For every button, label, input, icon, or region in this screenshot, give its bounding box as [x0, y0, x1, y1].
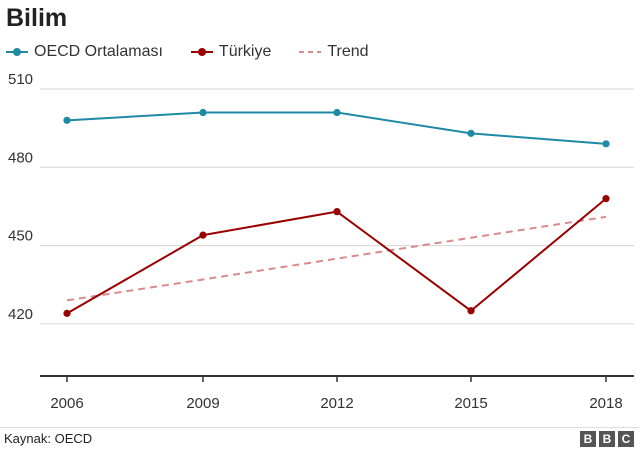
legend-item-turkiye: Türkiye	[190, 43, 272, 61]
bbc-logo-letter: B	[599, 431, 615, 447]
x-tick-label: 2012	[320, 395, 353, 412]
series-line-t-rkiye	[66, 197, 607, 315]
data-point-oecd-ortalamas-	[602, 140, 610, 148]
data-point-t-rkiye	[467, 307, 475, 315]
x-tick-label: 2009	[186, 395, 219, 412]
data-point-oecd-ortalamas-	[63, 116, 71, 124]
series-line-trend	[66, 215, 607, 302]
y-tick-label: 480	[8, 149, 33, 166]
data-point-oecd-ortalamas-	[467, 129, 475, 137]
x-tick-label: 2018	[589, 395, 622, 412]
x-tick-label: 2006	[50, 395, 83, 412]
bbc-logo-letter: C	[618, 431, 634, 447]
source-note: Kaynak: OECD	[4, 431, 93, 446]
data-point-oecd-ortalamas-	[333, 108, 341, 117]
legend-label-trend: Trend	[327, 43, 369, 60]
data-point-oecd-ortalamas-	[199, 108, 207, 117]
legend-item-trend: Trend	[299, 43, 369, 61]
y-tick-label: 420	[8, 306, 33, 323]
legend-key-oecd	[6, 48, 28, 56]
data-point-t-rkiye	[63, 309, 71, 317]
line-chart: 510 480 450 420 2006 2009 2012 2015 2018	[8, 71, 634, 412]
legend-item-oecd: OECD Ortalaması	[6, 43, 163, 61]
series-line-oecd-ortalamas-	[66, 111, 607, 145]
bbc-logo: B B C	[577, 431, 634, 447]
legend-key-turkiye	[190, 48, 213, 56]
data-point-t-rkiye	[199, 231, 207, 239]
chart-title: Bilim	[6, 4, 68, 32]
y-tick-label: 450	[8, 228, 33, 245]
footer-divider	[0, 427, 640, 428]
chart-legend: OECD Ortalaması Türkiye Trend	[6, 40, 397, 64]
bbc-logo-letter: B	[580, 431, 596, 447]
x-tick-label: 2015	[454, 395, 487, 412]
data-point-t-rkiye	[602, 195, 610, 203]
legend-label-oecd: OECD Ortalaması	[34, 43, 163, 60]
legend-key-trend	[299, 51, 322, 53]
legend-label-turkiye: Türkiye	[218, 43, 272, 60]
y-tick-label: 510	[8, 71, 33, 88]
data-point-t-rkiye	[333, 208, 341, 216]
